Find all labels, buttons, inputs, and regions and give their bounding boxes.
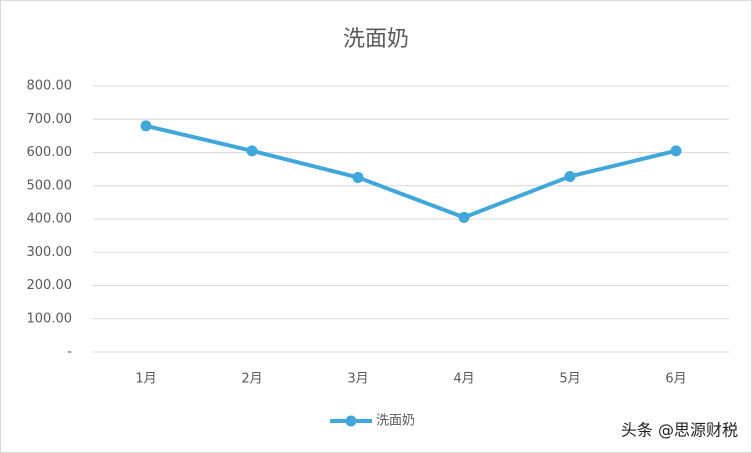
x-tick-label: 4月 [453, 372, 474, 387]
series-line [145, 123, 677, 220]
y-tick-label: 300.00 [27, 245, 73, 260]
data-point [564, 170, 576, 182]
x-tick-label: 3月 [347, 372, 368, 387]
y-tick-label: 400.00 [27, 212, 73, 227]
x-tick-label: 1月 [135, 372, 156, 387]
x-tick-label: 6月 [665, 372, 686, 387]
y-tick-label: 200.00 [27, 278, 73, 293]
legend-marker [345, 415, 357, 427]
y-tick-label: - [67, 345, 72, 360]
x-tick-label: 2月 [241, 372, 262, 387]
y-tick-label: 800.00 [27, 79, 73, 94]
y-tick-label: 100.00 [27, 311, 73, 326]
y-tick-label: 700.00 [27, 112, 73, 127]
legend-label: 洗面奶 [376, 414, 415, 429]
watermark: 头条 @思源财税 [621, 421, 738, 440]
data-point [458, 211, 470, 223]
data-point [140, 120, 152, 132]
data-point [246, 145, 258, 157]
x-tick-label: 5月 [559, 372, 580, 387]
data-point [352, 171, 364, 183]
y-tick-label: 500.00 [27, 178, 73, 193]
y-tick-label: 600.00 [27, 145, 73, 160]
chart-title: 洗面奶 [343, 27, 409, 52]
data-point [670, 145, 682, 157]
